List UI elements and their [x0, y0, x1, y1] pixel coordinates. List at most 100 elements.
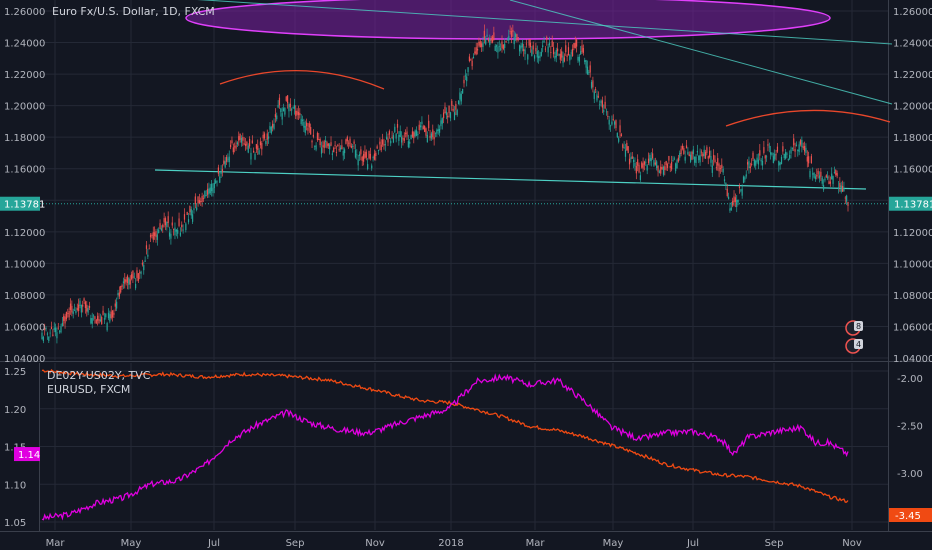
candle-body: [164, 218, 167, 226]
candle-body: [410, 135, 412, 140]
candle-body: [113, 312, 115, 315]
candle-body: [523, 49, 525, 52]
candle-body: [737, 199, 739, 203]
candle-body: [130, 274, 133, 279]
candle-body: [620, 134, 622, 137]
candle-body: [580, 51, 582, 55]
candle-body: [242, 137, 244, 141]
candle-body: [726, 188, 728, 197]
y-tick-label-lower-right: -2.00: [897, 374, 923, 385]
candle-body: [419, 125, 422, 128]
candle-body: [143, 265, 145, 271]
candle-body: [285, 96, 287, 101]
candle-body: [467, 67, 469, 72]
candle-body: [656, 161, 658, 169]
candle-body: [86, 304, 88, 312]
y-tick-label-right: 1.12000: [893, 228, 932, 239]
candle-body: [159, 223, 161, 229]
candle-body: [742, 176, 745, 183]
candle-body: [723, 179, 726, 182]
candle-body: [257, 145, 259, 150]
candle-body: [652, 153, 654, 159]
candle-body: [232, 147, 234, 153]
y-tick-label-left: 1.12000: [4, 228, 45, 239]
candle-body: [402, 138, 404, 140]
candle-body: [244, 143, 247, 146]
candle-body: [183, 214, 186, 220]
y-tick-label-right: 1.10000: [893, 259, 932, 270]
candle-body: [215, 180, 217, 184]
candle-body: [691, 151, 693, 160]
candle-body: [383, 144, 385, 146]
candle-body: [443, 112, 445, 119]
candle-body: [266, 133, 268, 140]
x-tick-label: Jul: [686, 538, 699, 549]
candle-body: [624, 149, 627, 157]
candle-body: [765, 156, 768, 158]
candle-body: [558, 53, 560, 56]
candle-body: [452, 108, 454, 111]
candle-body: [415, 130, 418, 136]
candle-body: [424, 125, 426, 132]
candle-body: [136, 270, 138, 278]
candle-body: [316, 132, 319, 141]
candle-body: [573, 43, 575, 48]
candle-body: [92, 315, 95, 317]
candle-body: [696, 151, 698, 153]
candle-body: [246, 141, 248, 146]
candle-body: [114, 303, 116, 307]
candle-body: [669, 166, 671, 168]
candle-body: [586, 66, 589, 75]
candle-body: [364, 151, 366, 158]
candle-body: [841, 186, 844, 192]
candle-body: [46, 333, 49, 335]
candle-body: [145, 245, 148, 249]
candle-body: [223, 160, 225, 164]
candle-body: [748, 161, 750, 169]
candle-body: [474, 51, 476, 54]
candle-body: [308, 123, 310, 128]
y-tick-label-right: 1.04000: [893, 354, 932, 365]
candle-body: [692, 149, 694, 155]
lower-right-badge: [889, 508, 932, 522]
candle-body: [80, 304, 82, 313]
candle-body: [381, 139, 384, 145]
last-price-badge-right: [889, 196, 932, 211]
candle-body: [116, 301, 118, 309]
candle-body: [605, 111, 608, 113]
candle-body: [818, 175, 821, 179]
candle-body: [599, 104, 601, 106]
candle-body: [331, 153, 333, 155]
candle-body: [822, 185, 825, 190]
candle-body: [462, 88, 464, 94]
candle-body: [623, 147, 625, 149]
candle-body: [445, 111, 447, 115]
grid: [40, 0, 888, 530]
candle-body: [456, 110, 458, 116]
candle-body: [808, 156, 810, 164]
candle-body: [665, 161, 667, 166]
candle-body: [795, 144, 798, 146]
candle-body: [341, 145, 343, 150]
candle-body: [527, 54, 529, 60]
candle-body: [148, 248, 150, 250]
candle-body: [259, 141, 262, 146]
candle-body: [828, 181, 830, 185]
candle-body: [72, 311, 74, 314]
candle-body: [584, 59, 586, 63]
candle-body: [386, 136, 388, 140]
candle-body: [722, 168, 724, 173]
candle-body: [173, 228, 175, 230]
candle-body: [78, 304, 80, 312]
candle-body: [460, 93, 462, 102]
candle-body: [348, 142, 350, 144]
lower-right-badge-label: -3.45: [895, 511, 921, 522]
candle-body: [658, 171, 660, 173]
candle-body: [768, 146, 770, 148]
candle-body: [61, 322, 63, 327]
candle-body: [343, 149, 346, 154]
candle-body: [406, 131, 408, 137]
x-tick-label: Sep: [765, 538, 784, 549]
candle-body: [56, 332, 58, 339]
